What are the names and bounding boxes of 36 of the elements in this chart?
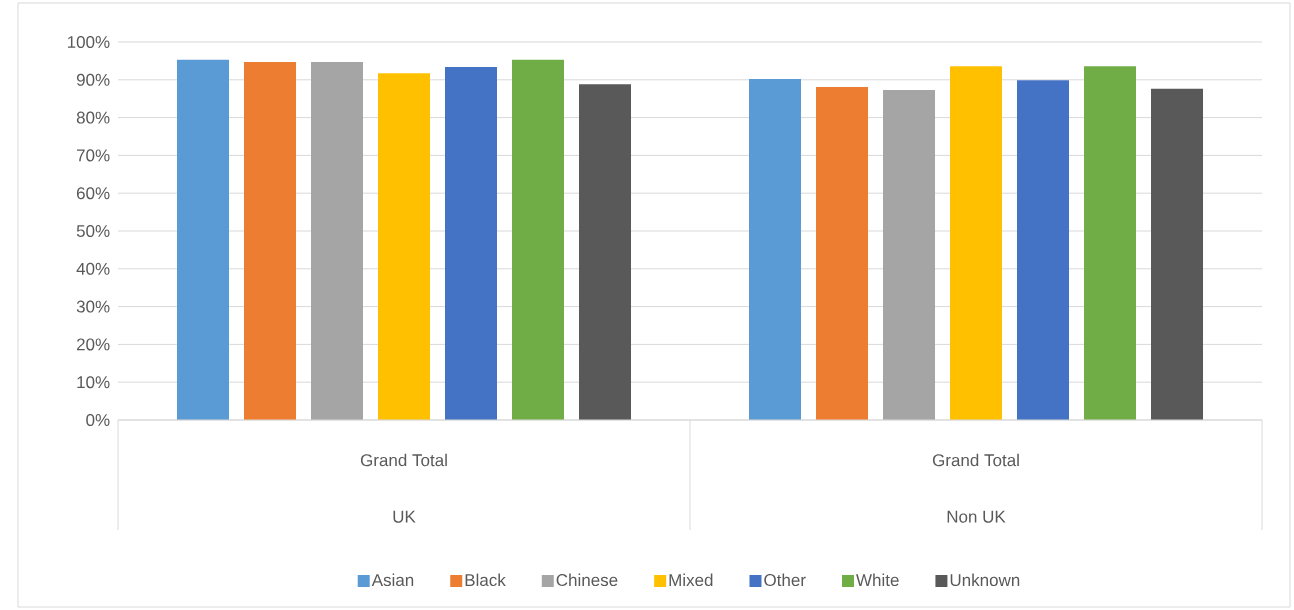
legend-label: Unknown [950, 573, 1020, 587]
legend-label: Other [764, 573, 806, 587]
legend-label: Black [465, 573, 506, 587]
y-tick-label: 0% [86, 413, 110, 427]
bar [883, 90, 936, 420]
bar [749, 79, 802, 420]
y-tick-label: 70% [76, 149, 110, 162]
legend-label: Asian [371, 573, 414, 587]
y-tick-label: 20% [76, 338, 110, 351]
x-tick-label: UK [393, 510, 416, 523]
legend-label: White [856, 573, 899, 587]
y-tick-label: 50% [76, 224, 110, 238]
legend-label: Chinese [556, 573, 618, 587]
bar [177, 59, 229, 420]
bar [950, 66, 1003, 420]
bar [378, 73, 430, 420]
text: Grand Total [360, 453, 447, 467]
x-tick-label: Non UK [947, 510, 1006, 523]
text: Grand Total [932, 453, 1019, 467]
legend-label: Mixed [669, 573, 713, 587]
y-tick-label: 60% [76, 187, 110, 200]
bar [1084, 66, 1137, 420]
bar [311, 62, 363, 420]
bar [244, 62, 296, 420]
bar [1017, 80, 1070, 420]
y-tick-label: 100% [67, 35, 110, 49]
y-tick-label: 40% [76, 262, 110, 275]
bar [579, 84, 632, 420]
bar [816, 86, 869, 420]
y-tick-label: 80% [76, 111, 110, 124]
y-tick-label: 10% [77, 376, 110, 389]
y-tick-label: 30% [76, 300, 110, 313]
y-tick-label: 90% [76, 73, 110, 86]
bar [1151, 88, 1204, 420]
bar [445, 66, 497, 420]
bar [512, 59, 564, 420]
